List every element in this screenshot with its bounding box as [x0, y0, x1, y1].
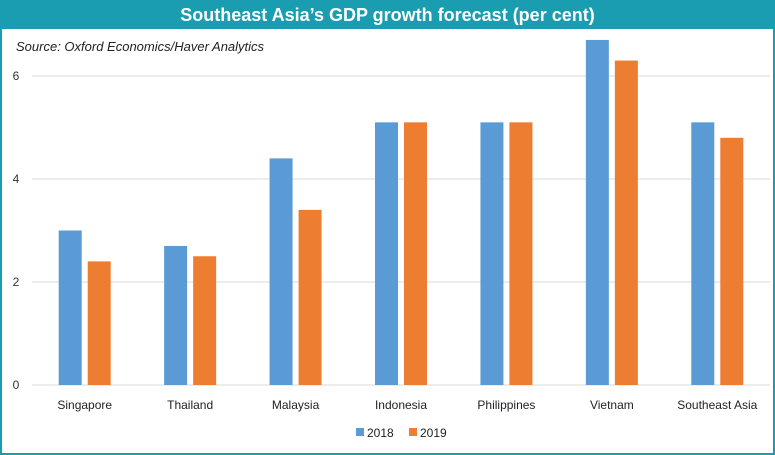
x-tick-label: Vietnam [590, 398, 634, 412]
y-tick-label: 6 [13, 69, 20, 83]
bar-2018-malaysia [269, 158, 293, 385]
y-tick-label: 4 [13, 172, 20, 186]
bar-2019-philippines [509, 122, 533, 385]
legend-label-2019: 2019 [420, 426, 447, 440]
legend-swatch-2018 [356, 428, 364, 436]
x-tick-label: Singapore [57, 398, 112, 412]
bar-2018-singapore [58, 230, 82, 385]
bar-2018-indonesia [375, 122, 398, 385]
bar-2018-thailand [164, 245, 188, 385]
bar-2018-vietnam [585, 39, 609, 385]
x-tick-label: Thailand [167, 398, 213, 412]
chart-title: Southeast Asia’s GDP growth forecast (pe… [2, 2, 773, 29]
chart-source: Source: Oxford Economics/Haver Analytics [16, 39, 265, 54]
bar-2019-southeast-asia [720, 137, 744, 385]
legend-swatch-2019 [409, 428, 417, 436]
y-tick-label: 0 [13, 378, 20, 392]
bar-2019-malaysia [298, 209, 322, 385]
bar-2018-southeast-asia [691, 122, 715, 385]
x-tick-label: Malaysia [272, 398, 320, 412]
x-tick-label: Philippines [477, 398, 535, 412]
bar-2019-indonesia [404, 122, 427, 385]
bar-2019-singapore [87, 261, 111, 385]
bar-2018-philippines [480, 122, 504, 385]
legend-label-2018: 2018 [367, 426, 394, 440]
x-tick-label: Indonesia [375, 398, 427, 412]
x-tick-label: Southeast Asia [677, 398, 757, 412]
bar-2019-vietnam [614, 60, 638, 386]
y-tick-label: 2 [13, 275, 20, 289]
bar-2019-thailand [193, 256, 217, 385]
